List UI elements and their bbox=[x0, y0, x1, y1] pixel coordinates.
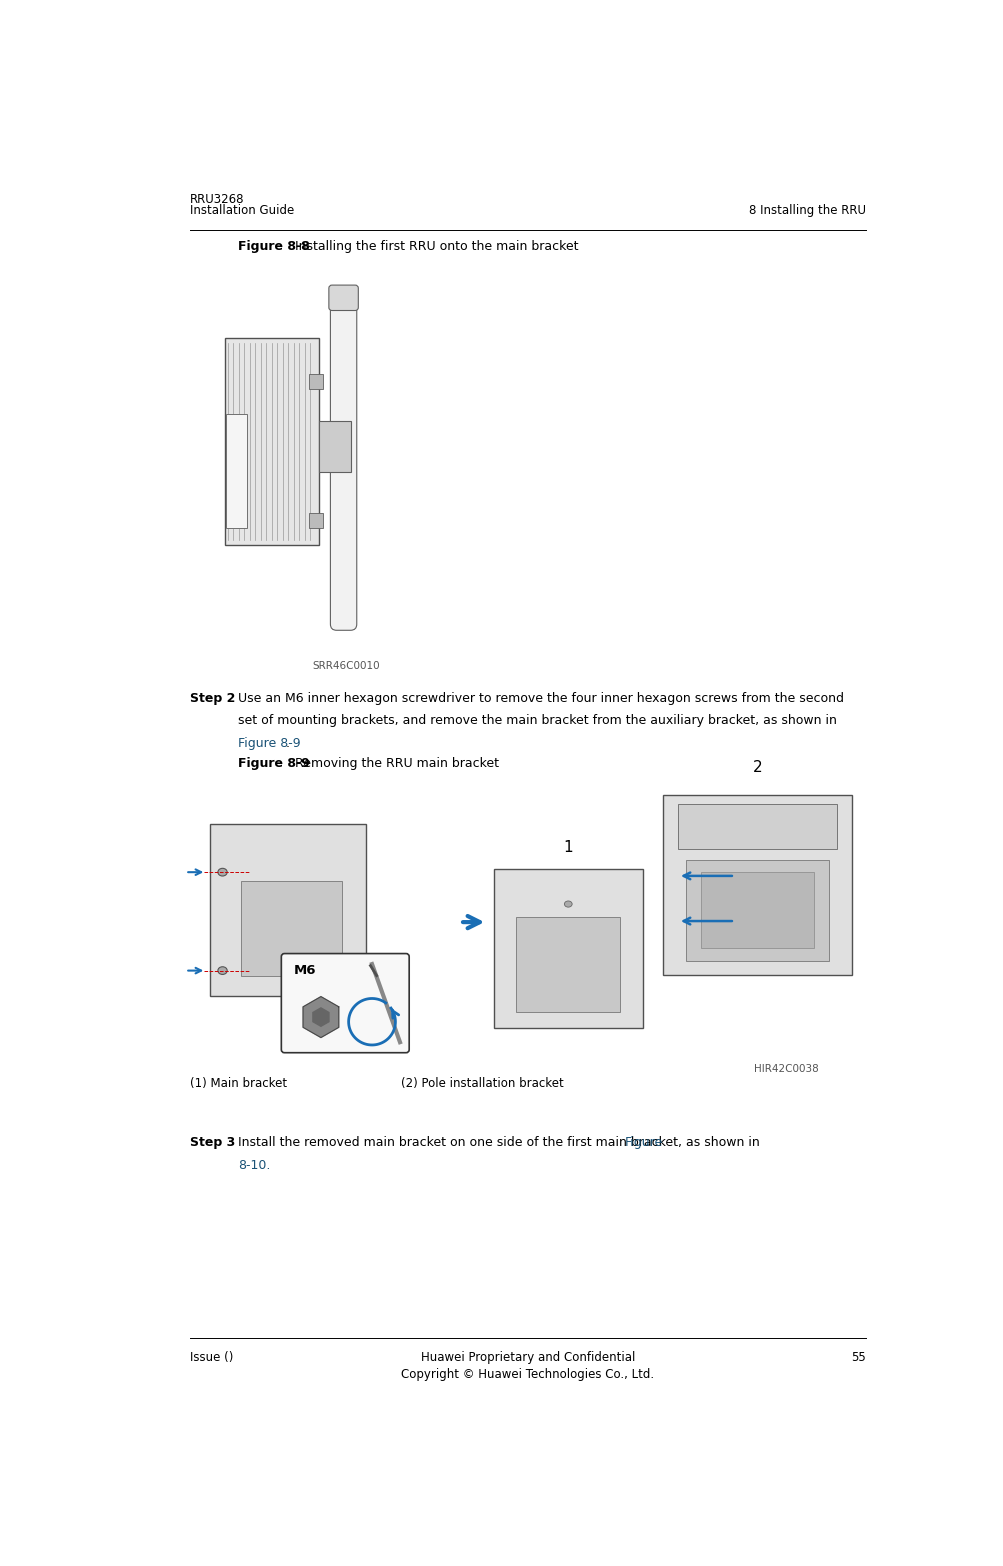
Text: Figure: Figure bbox=[625, 1135, 663, 1149]
FancyBboxPatch shape bbox=[319, 421, 350, 473]
Text: HIR42C0038: HIR42C0038 bbox=[753, 1065, 818, 1074]
FancyBboxPatch shape bbox=[677, 803, 837, 849]
FancyBboxPatch shape bbox=[309, 374, 323, 390]
Text: (1) Main bracket: (1) Main bracket bbox=[190, 1076, 287, 1090]
Ellipse shape bbox=[564, 900, 572, 907]
Text: Figure 8-8: Figure 8-8 bbox=[238, 240, 309, 252]
FancyBboxPatch shape bbox=[516, 916, 620, 1013]
Text: Use an M6 inner hexagon screwdriver to remove the four inner hexagon screws from: Use an M6 inner hexagon screwdriver to r… bbox=[238, 692, 844, 705]
Text: 1: 1 bbox=[563, 839, 573, 855]
FancyBboxPatch shape bbox=[225, 338, 319, 545]
Ellipse shape bbox=[218, 966, 227, 974]
FancyBboxPatch shape bbox=[685, 860, 828, 962]
Bar bbox=[215, 274, 462, 651]
Text: set of mounting brackets, and remove the main bracket from the auxiliary bracket: set of mounting brackets, and remove the… bbox=[238, 714, 835, 727]
Text: Installing the first RRU onto the main bracket: Installing the first RRU onto the main b… bbox=[290, 240, 578, 252]
Text: Figure 8-9: Figure 8-9 bbox=[238, 738, 300, 750]
FancyBboxPatch shape bbox=[241, 880, 342, 976]
Polygon shape bbox=[313, 1009, 329, 1026]
Text: Step 3: Step 3 bbox=[190, 1135, 235, 1149]
Text: (2) Pole installation bracket: (2) Pole installation bracket bbox=[400, 1076, 563, 1090]
FancyBboxPatch shape bbox=[493, 869, 642, 1029]
Text: 8 Installing the RRU: 8 Installing the RRU bbox=[748, 204, 865, 218]
FancyBboxPatch shape bbox=[226, 415, 247, 528]
Text: SRR46C0010: SRR46C0010 bbox=[312, 661, 380, 670]
Ellipse shape bbox=[218, 868, 227, 875]
Text: 2: 2 bbox=[752, 761, 761, 775]
Text: Installation Guide: Installation Guide bbox=[190, 204, 294, 218]
Text: RRU3268: RRU3268 bbox=[190, 193, 244, 207]
Text: .: . bbox=[286, 738, 290, 750]
FancyBboxPatch shape bbox=[329, 285, 358, 310]
Text: Install the removed main bracket on one side of the first main bracket, as shown: Install the removed main bracket on one … bbox=[238, 1135, 763, 1149]
Text: 8-10.: 8-10. bbox=[238, 1159, 270, 1171]
Text: Copyright © Huawei Technologies Co., Ltd.: Copyright © Huawei Technologies Co., Ltd… bbox=[401, 1367, 654, 1381]
Text: Figure 8-9: Figure 8-9 bbox=[238, 756, 309, 770]
Text: Step 2: Step 2 bbox=[190, 692, 235, 705]
Text: Removing the RRU main bracket: Removing the RRU main bracket bbox=[290, 756, 498, 770]
FancyBboxPatch shape bbox=[330, 301, 356, 630]
Text: Issue (): Issue () bbox=[190, 1350, 233, 1364]
Text: 55: 55 bbox=[850, 1350, 865, 1364]
Text: M6: M6 bbox=[294, 965, 316, 977]
FancyBboxPatch shape bbox=[700, 872, 813, 947]
FancyBboxPatch shape bbox=[281, 954, 409, 1052]
Text: Huawei Proprietary and Confidential: Huawei Proprietary and Confidential bbox=[420, 1350, 634, 1364]
Polygon shape bbox=[303, 996, 338, 1038]
FancyBboxPatch shape bbox=[210, 824, 365, 996]
FancyBboxPatch shape bbox=[662, 794, 852, 976]
FancyBboxPatch shape bbox=[309, 514, 323, 528]
Bar bbox=[190, 789, 865, 1055]
